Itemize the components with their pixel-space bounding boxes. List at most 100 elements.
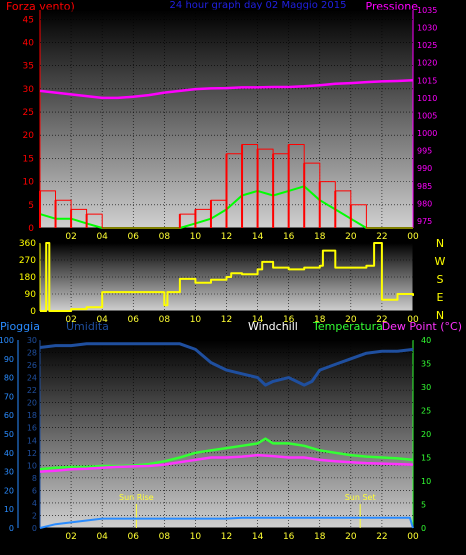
- x-tick-label: 14: [252, 315, 264, 325]
- humidity-axis-title: Umidita: [66, 320, 109, 333]
- compass-label: N: [436, 237, 444, 250]
- x-tick-label: 18: [314, 315, 326, 325]
- rain-tick-label: 40: [4, 449, 14, 458]
- dewpoint-tick-label: 40: [421, 336, 431, 345]
- pressure-tick-label: 980: [417, 199, 432, 208]
- x-tick-label: 14: [252, 532, 264, 542]
- humidity-tick-label: 8: [32, 474, 37, 483]
- dewpoint-tick-label: 10: [421, 477, 431, 486]
- dewpoint-tick-label: 5: [421, 501, 426, 510]
- direction-tick-label: 270: [19, 256, 36, 266]
- humidity-tick-label: 20: [27, 399, 37, 408]
- rain-line: [39, 516, 414, 529]
- dewpoint-tick-label: 20: [421, 430, 431, 439]
- rain-tick-label: 20: [4, 486, 14, 495]
- pressure-tick-label: 1000: [417, 129, 437, 138]
- rain-tick-label: 90: [4, 355, 14, 364]
- pressure-tick-label: 1030: [417, 24, 437, 33]
- pressure-tick-label: 1015: [417, 76, 437, 85]
- humidity-tick-label: 0: [32, 524, 37, 533]
- dewpoint-tick-label: 35: [421, 360, 431, 369]
- temperature-axis-title: Temperatura: [312, 320, 383, 333]
- direction-tick-label: 360: [19, 239, 36, 249]
- x-tick-label: 06: [128, 532, 140, 542]
- wind-tick-label: 45: [23, 15, 34, 25]
- wind-speed-line: [40, 144, 413, 229]
- x-tick-label: 12: [221, 532, 232, 542]
- x-tick-label: 10: [190, 532, 202, 542]
- wind-tick-label: 35: [23, 62, 34, 72]
- chart-title: 24 hour graph day 02 Maggio 2015: [170, 0, 347, 11]
- wind-tick-label: 0: [28, 224, 34, 234]
- humidity-tick-label: 16: [27, 424, 37, 433]
- x-tick-label: 18: [314, 532, 326, 542]
- pressure-tick-label: 1035: [417, 6, 437, 15]
- wind-tick-label: 5: [28, 201, 34, 211]
- pressure-tick-label: 1005: [417, 111, 437, 120]
- pressure-line: [39, 79, 414, 100]
- x-tick-label: 22: [376, 232, 387, 242]
- direction-tick-label: 0: [30, 307, 36, 317]
- rain-axis-title: Pioggia: [0, 320, 40, 333]
- x-tick-label: 04: [96, 532, 108, 542]
- humidity-tick-label: 6: [32, 486, 37, 495]
- x-tick-label: 22: [376, 315, 387, 325]
- x-tick-label: 08: [159, 315, 171, 325]
- rain-tick-label: 0: [9, 524, 14, 533]
- rain-tick-label: 30: [4, 468, 14, 477]
- temperature-line: [39, 437, 414, 471]
- dewpoint-tick-label: 15: [421, 454, 431, 463]
- direction-tick-label: 90: [25, 290, 37, 300]
- pressure-tick-label: 1010: [417, 94, 437, 103]
- dewpoint-line: [39, 453, 414, 473]
- humidity-tick-label: 26: [27, 361, 37, 370]
- humidity-tick-label: 2: [32, 511, 37, 520]
- dewpoint-tick-label: 25: [421, 407, 431, 416]
- x-tick-label: 10: [190, 315, 202, 325]
- x-tick-label: 02: [65, 315, 76, 325]
- humidity-tick-label: 28: [27, 349, 37, 358]
- dewpoint-tick-label: 30: [421, 383, 431, 392]
- pressure-tick-label: 1020: [417, 59, 437, 68]
- humidity-tick-label: 22: [27, 386, 37, 395]
- wind-tick-label: 40: [23, 38, 35, 48]
- compass-label: S: [437, 273, 444, 286]
- wind-tick-label: 30: [23, 85, 35, 95]
- compass-label: W: [435, 255, 446, 268]
- compass-label: E: [437, 291, 444, 304]
- x-tick-label: 04: [96, 315, 108, 325]
- direction-line: [40, 242, 414, 312]
- rain-tick-label: 50: [4, 430, 14, 439]
- rain-tick-label: 60: [4, 411, 14, 420]
- humidity-tick-label: 18: [27, 411, 37, 420]
- x-tick-label: 16: [283, 315, 295, 325]
- windchill-label: Windchill: [248, 320, 298, 333]
- x-tick-label: 04: [96, 232, 108, 242]
- humidity-tick-label: 14: [27, 436, 37, 445]
- rain-tick-label: 70: [4, 392, 14, 401]
- x-tick-label: 08: [159, 232, 171, 242]
- pressure-tick-label: 990: [417, 164, 432, 173]
- pressure-tick-label: 1025: [417, 41, 437, 50]
- humidity-tick-label: 10: [27, 461, 37, 470]
- x-tick-label: 10: [190, 232, 202, 242]
- rain-tick-label: 80: [4, 374, 14, 383]
- dewpoint-axis-title: Dew Point (°C): [382, 320, 462, 333]
- direction-tick-label: 180: [19, 273, 36, 283]
- x-tick-label: 00: [407, 315, 419, 325]
- x-tick-label: 22: [376, 532, 387, 542]
- x-tick-label: 06: [128, 315, 140, 325]
- x-tick-label: 06: [128, 232, 140, 242]
- x-tick-label: 00: [407, 232, 419, 242]
- x-tick-label: 08: [159, 532, 171, 542]
- x-tick-label: 14: [252, 232, 264, 242]
- rain-tick-label: 100: [0, 336, 14, 345]
- x-tick-label: 20: [345, 532, 357, 542]
- sunrise-marker-label: Sun Rise: [119, 493, 154, 502]
- wind-tick-label: 15: [23, 154, 34, 164]
- humidity-tick-label: 30: [27, 336, 37, 345]
- pressure-tick-label: 995: [417, 147, 432, 156]
- x-tick-label: 16: [283, 532, 295, 542]
- x-tick-label: 16: [283, 232, 295, 242]
